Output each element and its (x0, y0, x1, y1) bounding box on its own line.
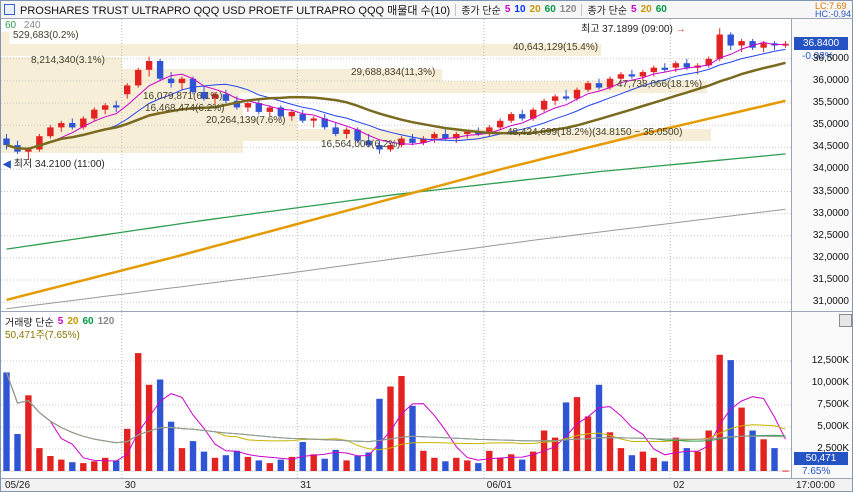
date-label: 31 (300, 480, 312, 491)
legend-period-20[interactable]: 20 (67, 316, 79, 327)
low-price-marker: ◀ 최저 34.2100 (11:00) (3, 159, 105, 171)
volume-axis: 50,471 7.65% 12,500K 10,000K 7,500K 5,000K 2… (791, 311, 852, 478)
time-axis: 17:00:00 05/26 30 31 06/01 02 (1, 478, 852, 491)
price-axis-label: 36,5000 (812, 52, 849, 64)
legend-title: 종가 단순 (587, 6, 628, 17)
date-label: 06/01 (486, 480, 512, 491)
legend-period-20[interactable]: 20 (640, 4, 652, 15)
grid-lines (1, 312, 791, 478)
legend-period-120[interactable]: 120 (559, 4, 577, 15)
legend-period-60[interactable]: 60 (82, 316, 94, 327)
legend-period-5[interactable]: 5 (504, 4, 511, 15)
price-axis-label: 31,0000 (812, 296, 849, 308)
chart-header: PROSHARES TRUST ULTRAPRO QQQ USD PROETF … (1, 1, 852, 19)
price-axis-label: 34,5000 (812, 141, 849, 153)
grid-lines (1, 19, 791, 311)
legend-title: 거래량 단순 (5, 318, 54, 329)
legend-period-60[interactable]: 60 (655, 4, 667, 15)
date-label: 05/26 (5, 480, 31, 491)
volume-current-label: 50,471주(7.65%) (5, 330, 80, 341)
profile-params: 60 240 (5, 20, 41, 31)
volume-axis-label: 10,000K (811, 377, 849, 388)
price-axis-label: 32,0000 (812, 251, 849, 263)
current-price-badge: 36.8400 (794, 36, 848, 50)
price-axis-label: 36,0000 (812, 74, 849, 86)
legend-title: 종가 단순 (461, 6, 501, 17)
price-axis-label: 33,0000 (812, 207, 849, 219)
lc-value: LC:7.69 (814, 1, 847, 11)
volume-profile-label: 40,643,129(15.4%) (513, 42, 599, 53)
legend-period-10[interactable]: 10 (514, 4, 526, 15)
date-label: 02 (673, 480, 685, 491)
price-axis-label: 35,0000 (812, 119, 849, 131)
volume-profile-label: 48,424,699(18.2%)(34.8150 ~ 35.0500) (507, 127, 683, 138)
change-percent: -0.03% (802, 50, 834, 62)
volume-chart-pane[interactable]: 거래량 단순 5 20 60 120 50,471주(7.65%) (1, 311, 791, 478)
price-ma-legend-2[interactable]: 종가 단순 5 20 60 (587, 2, 666, 17)
legend-period-5[interactable]: 5 (631, 4, 637, 15)
price-axis-label: 35,5000 (812, 97, 849, 109)
current-volume-percent: 7.65% (802, 466, 831, 477)
moving-average-lines (6, 41, 786, 310)
volume-ma-legend[interactable]: 거래량 단순 5 20 60 120 (5, 314, 114, 329)
price-axis-label: 34,0000 (812, 163, 849, 175)
price-axis: 36.8400 -0.03% 36,5000 36,0000 35,5000 35,0… (791, 19, 852, 311)
volume-profile-label: 29,688,834(11,3%) (351, 67, 436, 78)
volume-axis-label: 2,500K (817, 443, 849, 454)
volume-axis-label: 5,000K (817, 421, 849, 432)
price-axis-label: 32,5000 (812, 229, 849, 241)
price-axis-label: 33,5000 (812, 185, 849, 197)
candlestick-chart-svg[interactable] (1, 19, 791, 311)
candles (3, 28, 789, 161)
volume-chart-svg[interactable] (1, 312, 791, 478)
volume-profile-label: 16,564,006(6.2%) (321, 139, 401, 150)
volume-profile-label: 16,468,474(6.2%) (145, 103, 225, 114)
volume-profile-label: 529,683(0.2%) (13, 30, 79, 41)
volume-profile-label: 47,738,066(18.1%) (617, 79, 703, 90)
current-time-label: 17:00:00 (796, 480, 835, 491)
price-axis-label: 31,5000 (812, 274, 849, 286)
legend-period-120[interactable]: 120 (97, 316, 115, 327)
volume-ma-lines (6, 372, 786, 462)
arrow-right-icon: → (675, 24, 686, 35)
volume-axis-label: 7,500K (817, 399, 849, 410)
hc-value: HC:-0.94 (814, 9, 851, 19)
volume-profile-label: 20,264,139(7.6%) (206, 115, 286, 126)
date-label: 30 (124, 480, 136, 491)
lc-hc-readout: LC:7.69 HC:-0.94 (814, 1, 851, 19)
arrow-left-icon: ◀ (3, 159, 11, 171)
volume-profile-label: 16,079,871(6.1%) (143, 91, 223, 102)
price-chart-pane[interactable]: 60 240 최고 37.1899 (09:00) → ◀ 최저 34.2100 (… (1, 19, 791, 311)
legend-period-60[interactable]: 60 (544, 4, 556, 15)
volume-axis-label: 12,500K (811, 355, 849, 366)
divider (581, 3, 583, 16)
volume-profile-label: 8,214,340(3.1%) (31, 55, 105, 66)
current-volume-badge: 50,471 (794, 452, 848, 465)
panel-toggle-button[interactable] (839, 314, 852, 327)
price-ma-legend-1[interactable]: 종가 단순 5 10 20 60 120 (461, 2, 576, 17)
divider (455, 3, 457, 16)
legend-period-5[interactable]: 5 (57, 316, 64, 327)
high-price-marker: 최고 37.1899 (09:00) → (581, 24, 686, 35)
legend-period-20[interactable]: 20 (529, 4, 541, 15)
chart-title: PROSHARES TRUST ULTRAPRO QQQ USD PROETF … (20, 4, 451, 17)
chart-icon (4, 4, 15, 15)
